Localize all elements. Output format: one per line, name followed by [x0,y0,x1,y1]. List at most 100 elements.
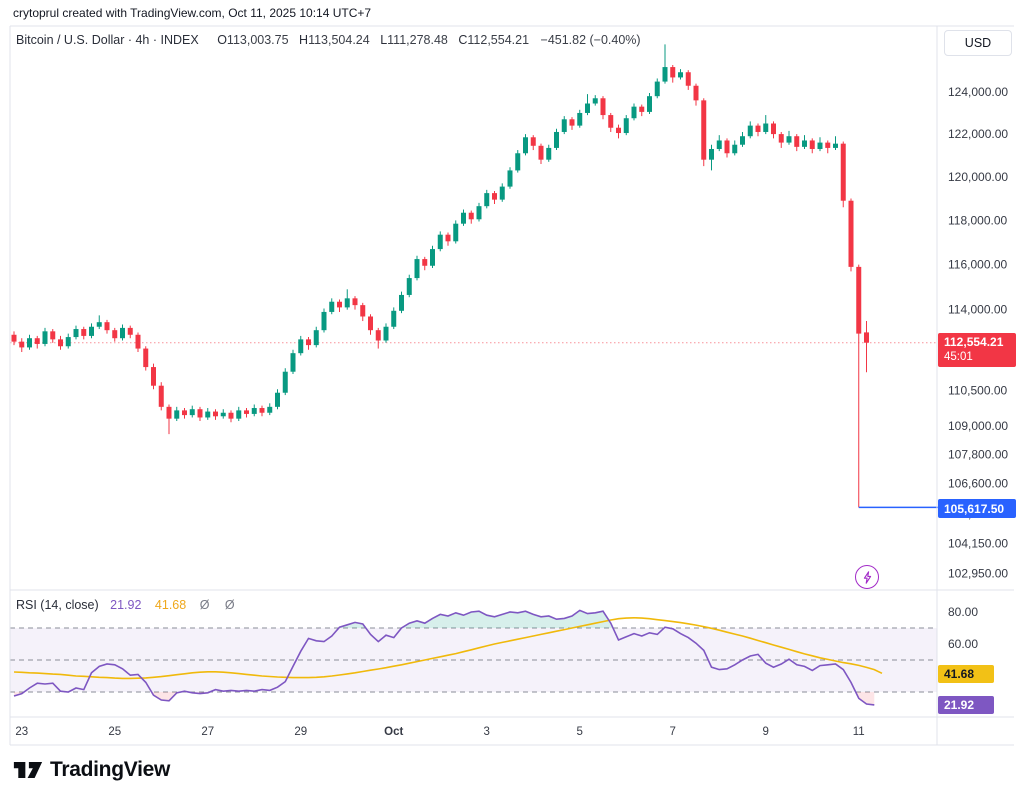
candle-body [267,406,273,413]
rsi-axis-label: 60.00 [948,637,978,651]
currency-button[interactable]: USD [944,30,1012,56]
price-axis-label: 110,500.00 [948,383,1007,397]
candle-body [422,259,428,266]
candle-body [817,142,823,149]
low-label: L [380,33,388,47]
candle-body [96,322,102,327]
candle-body [569,119,575,126]
price-axis-label: 107,800.00 [948,447,1008,461]
tradingview-logo-text: TradingView [50,758,171,781]
candle-body [445,234,451,242]
candle-body [42,331,48,344]
candle-body [73,329,79,338]
candle-body [577,112,583,126]
candle-body [127,327,133,335]
quick-trade-bubble[interactable] [855,565,879,589]
candle-body [104,322,110,331]
candle-body [453,223,459,242]
candle-body [802,140,807,147]
candle-body [600,98,606,116]
tradingview-logo-icon [13,762,43,778]
candle-body [220,412,226,417]
rsi-ma-value: 41.68 [154,598,187,612]
candle-body [856,266,862,334]
candle-body [58,339,63,347]
price-axis-label: 114,000.00 [948,303,1007,317]
low-value: 111,278.48 [387,33,448,47]
candle-body [290,353,296,372]
price-chart[interactable]: 124,000.00 122,000.00 120,000.00 118,000.00… [0,0,1024,752]
candle-body [654,81,660,97]
candle-body [259,408,265,413]
candle-body [329,301,335,312]
price-axis[interactable]: 124,000.00 122,000.00 120,000.00 118,000.00… [948,85,1008,651]
candle-body [840,143,846,201]
price-axis-label: 124,000.00 [948,85,1008,99]
time-axis-label: 7 [670,726,676,738]
candle-body [383,326,389,341]
candlestick-series [11,44,869,508]
symbol-legend[interactable]: Bitcoin / U.S. Dollar · 4h · INDEX O113,… [16,33,641,47]
candle-body [623,118,629,134]
high-label: H [299,33,309,47]
rsi-legend[interactable]: RSI (14, close) 21.92 41.68 Ø Ø [16,598,241,612]
candle-body [81,329,87,336]
candle-body [484,193,490,207]
candle-body [112,330,118,339]
candle-body [197,409,203,418]
candle-body [437,234,443,250]
time-axis-label: 11 [853,726,865,738]
time-axis-label: Oct [384,726,403,738]
candle-body [306,339,311,346]
candle-body [89,326,94,336]
candle-body [19,341,25,348]
change-value: −451.82 (−0.40%) [540,33,641,47]
candle-body [414,259,420,279]
candle-body [592,98,598,104]
candle-body [213,411,218,417]
high-value: 113,504.24 [308,33,370,47]
candle-body [236,410,242,419]
candle-body [11,334,17,342]
rsi-title[interactable]: RSI (14, close) [16,598,99,612]
candle-body [135,334,141,349]
rsi-ma-badge: 41.68 [938,665,994,683]
close-label: C [458,33,468,47]
candle-body [461,212,466,224]
symbol-title[interactable]: Bitcoin / U.S. Dollar · 4h · INDEX [16,33,199,47]
current-price-text: 112,554.21 [944,335,1004,349]
price-axis-label: 102,950.00 [948,567,1008,581]
candle-body [740,136,745,145]
candle-body [120,327,125,339]
tradingview-logo[interactable]: TradingView [13,757,170,783]
time-axis-label: 27 [201,726,214,738]
candle-body [507,170,513,187]
candle-body [685,72,691,86]
rsi-value: 21.92 [110,598,142,612]
time-axis[interactable]: 23 25 27 29 Oct 3 5 7 9 11 [15,726,864,738]
lightning-icon [863,570,871,584]
candle-body [65,337,71,347]
time-axis-label: 29 [294,726,307,738]
candle-body [778,134,784,143]
candle-body [701,100,707,160]
time-axis-label: 5 [577,726,583,738]
candle-body [848,200,854,267]
price-axis-label: 122,000.00 [948,127,1008,141]
candle-body [337,301,342,308]
candle-body [794,136,800,147]
candle-body [678,72,683,78]
rsi-axis-label: 80.00 [948,605,978,619]
candle-body [724,140,730,154]
candle-body [27,338,32,348]
candle-body [585,103,590,113]
candle-body [732,144,738,154]
price-axis-label: 116,000.00 [948,258,1007,272]
candle-body [499,186,505,200]
candle-body [864,332,869,343]
candle-body [375,330,381,341]
candle-body [50,331,56,340]
candle-body [251,408,257,414]
candle-body [709,148,714,160]
time-axis-label: 3 [484,726,490,738]
